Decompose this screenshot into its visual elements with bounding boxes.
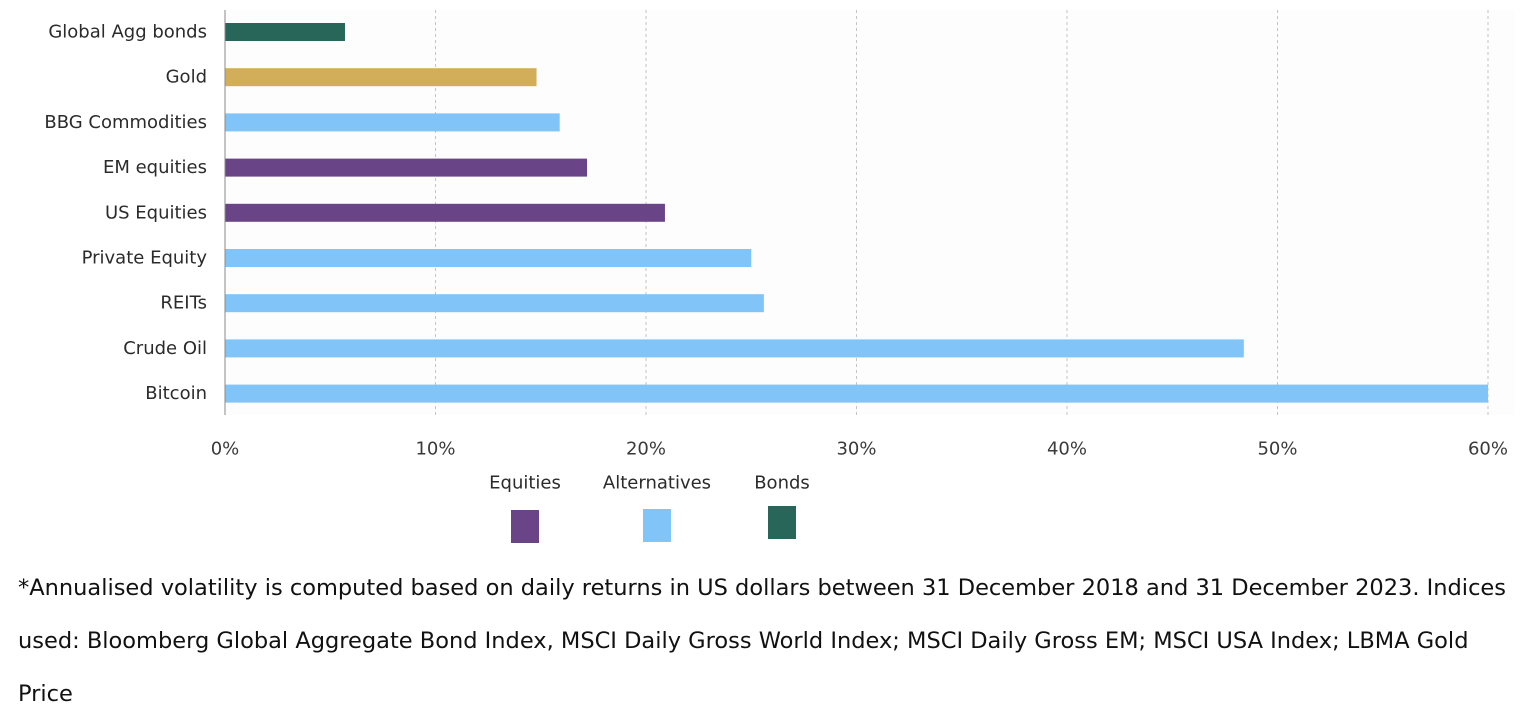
category-label: BBG Commodities [44,112,207,133]
category-label: US Equities [105,202,207,223]
x-tick-label: 60% [1468,439,1508,460]
bar-private-equity [225,249,752,267]
x-tick-label: 20% [626,439,666,460]
legend-swatch-equities [511,510,539,543]
legend-label-bonds: Bonds [754,473,810,494]
bar-us-equities [225,203,665,222]
category-label: Global Agg bonds [48,22,207,43]
legend: Equities Alternatives Bonds [489,473,810,543]
bar-em-equities [225,158,588,177]
x-tick-label: 30% [836,439,876,460]
legend-label-alternatives: Alternatives [603,473,711,494]
bar-gold [225,68,537,87]
category-label: REITs [160,293,207,314]
category-label: Crude Oil [123,338,207,359]
x-tick-label: 50% [1257,439,1297,460]
bar-bitcoin [225,384,1488,403]
bar-bbg-commodities [225,113,560,132]
legend-label-equities: Equities [489,473,561,494]
volatility-bar-chart: Global Agg bonds Gold BBG Commodities EM eq… [44,10,1509,543]
category-label: EM equities [103,157,207,178]
bars [225,23,1488,403]
legend-swatch-bonds [768,506,796,539]
bar-reits [225,294,764,313]
category-label: Gold [166,67,207,88]
x-tick-label: 0% [211,439,240,460]
bar-crude-oil [225,339,1244,358]
category-labels: Global Agg bonds Gold BBG Commodities EM eq… [44,22,207,405]
category-label: Private Equity [82,248,208,269]
bar-global-agg-bonds [225,23,345,41]
footnote: *Annualised volatility is computed based… [18,575,1506,707]
x-tick-label: 10% [415,439,455,460]
x-tick-label: 40% [1047,439,1087,460]
category-label: Bitcoin [145,383,207,404]
x-axis-ticks: 0% 10% 20% 30% 40% 50% 60% [211,439,1508,460]
legend-swatch-alternatives [643,509,671,542]
